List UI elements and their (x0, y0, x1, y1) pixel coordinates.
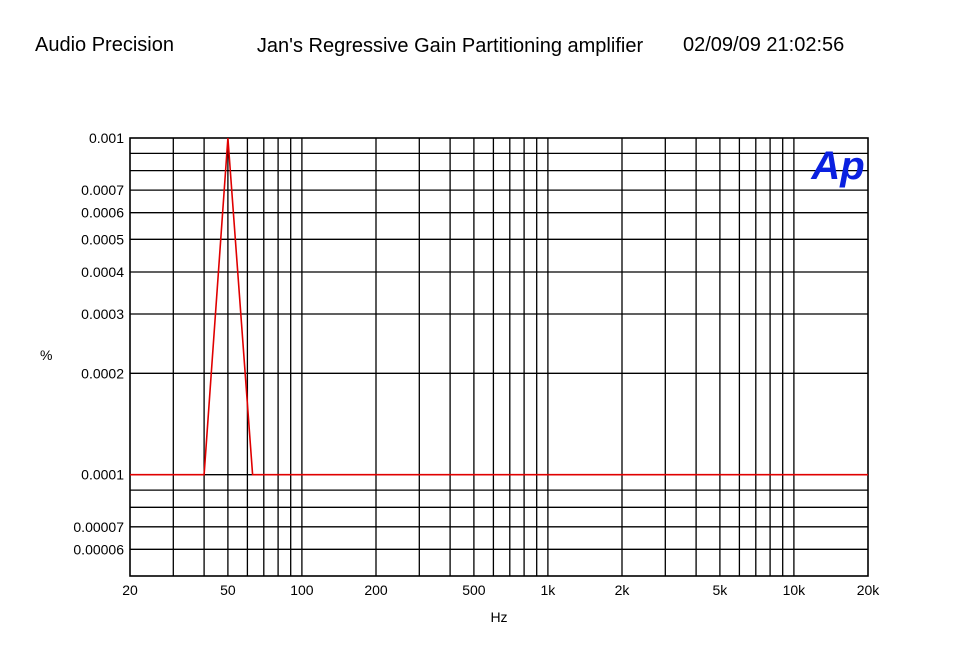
y-tick-labels: 0.001 0.0007 0.0006 0.0005 0.0004 0.0003 0.000… (73, 130, 124, 557)
series-line (130, 137, 868, 476)
ap-logo: Ap (810, 144, 864, 188)
x-tick-label: 50 (220, 582, 236, 598)
y-tick-label: 0.0001 (81, 467, 124, 483)
y-tick-label: 0.0007 (81, 182, 124, 198)
x-tick-label: 5k (713, 582, 729, 598)
series-layer (130, 137, 868, 476)
header-datetime: 02/09/09 21:02:56 (683, 34, 845, 56)
x-tick-label: 2k (615, 582, 631, 598)
y-tick-label: 0.0004 (81, 264, 124, 280)
y-tick-label: 0.00006 (73, 541, 124, 557)
y-axis-label: % (40, 347, 52, 363)
y-tick-label: 0.0005 (81, 231, 124, 247)
x-tick-labels: 20 50 100 200 500 1k 2k 5k 10k 20k (122, 582, 880, 598)
header-brand: Audio Precision (35, 34, 174, 56)
y-tick-label: 0.001 (89, 130, 124, 146)
plot-border (129, 137, 869, 577)
plot-frame (129, 137, 869, 577)
x-tick-label: 100 (290, 582, 314, 598)
y-tick-label: 0.0003 (81, 306, 124, 322)
x-axis-label: Hz (490, 609, 507, 625)
x-tick-label: 500 (462, 582, 486, 598)
x-tick-label: 10k (783, 582, 807, 598)
x-tick-label: 20k (857, 582, 881, 598)
y-tick-label: 0.0006 (81, 205, 124, 221)
x-tick-label: 200 (364, 582, 388, 598)
grid-lines (130, 138, 868, 576)
x-tick-label: 20 (122, 582, 138, 598)
y-tick-label: 0.00007 (73, 519, 124, 535)
y-tick-label: 0.0002 (81, 365, 124, 381)
x-tick-label: 1k (541, 582, 557, 598)
chart-title: Jan's Regressive Gain Partitioning ampli… (256, 35, 644, 57)
